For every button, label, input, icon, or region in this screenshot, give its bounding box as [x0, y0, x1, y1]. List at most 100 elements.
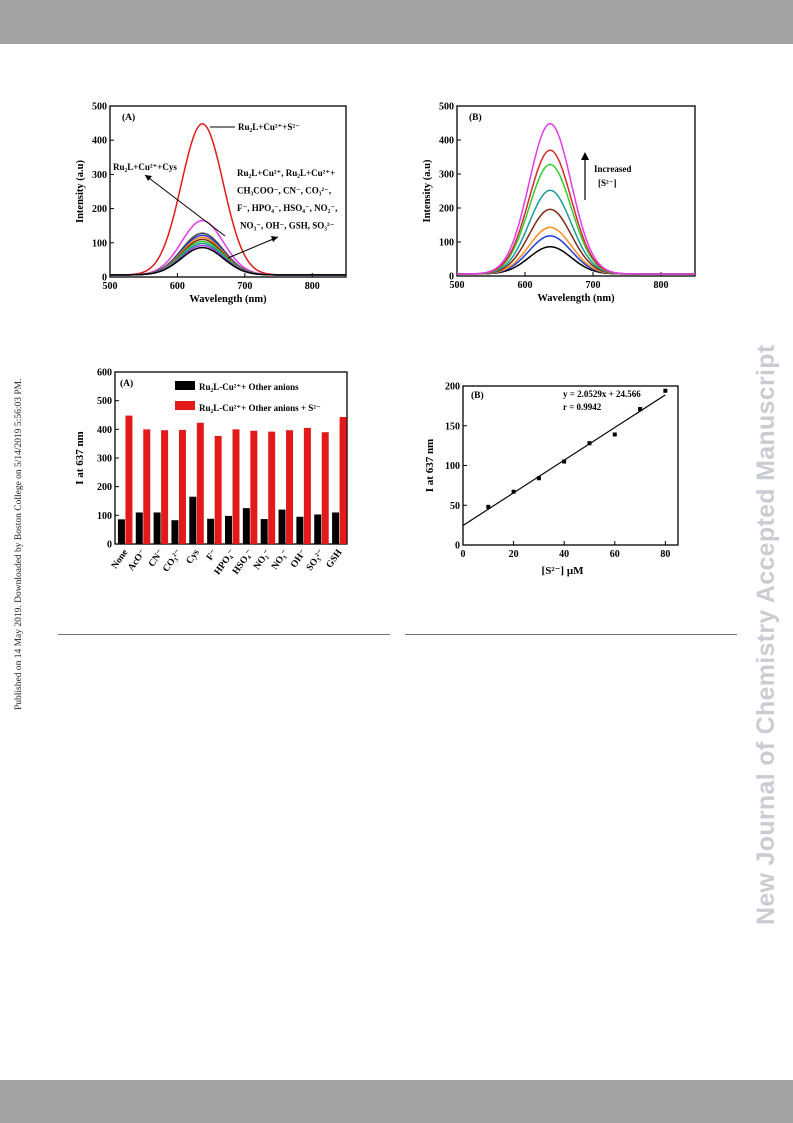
arrow-increase-head — [581, 152, 589, 160]
legend-label-red: Ru₂L-Cu²⁺+ Other anions + S²⁻ — [199, 403, 321, 413]
bar-without-s2 — [260, 519, 268, 544]
bar-without-s2 — [117, 519, 125, 544]
y-tick-label: 200 — [92, 204, 107, 215]
y-tick-label: 200 — [97, 482, 112, 493]
y-tick-label: 50 — [450, 501, 460, 512]
y-tick-label: 0 — [102, 273, 107, 284]
arrow-anions — [227, 236, 279, 259]
y-tick-label: 100 — [439, 238, 454, 249]
y-tick-label: 100 — [445, 461, 460, 472]
y-tick-label: 200 — [445, 382, 460, 393]
x-tick-label: 800 — [305, 281, 320, 292]
x-axis-title: Wavelength (nm) — [537, 293, 615, 304]
bar-with-s2 — [214, 435, 222, 544]
bar-with-s2 — [232, 429, 240, 544]
arrow-cys-head — [145, 175, 152, 181]
bar-without-s2 — [332, 512, 340, 544]
y-tick-label: 400 — [439, 136, 454, 147]
data-point — [536, 476, 541, 481]
annotation-s2-conc: [S²⁻] — [598, 178, 616, 188]
x-tick-label: 80 — [660, 549, 670, 560]
annotation-anions-1: Ru₂L+Cu²⁺, Ru₂L+Cu²⁺+ — [237, 168, 335, 178]
y-tick-label: 300 — [92, 170, 107, 181]
bar-without-s2 — [153, 512, 161, 544]
data-point — [663, 388, 668, 393]
bar-with-s2 — [339, 417, 347, 544]
panel-label: (B) — [471, 390, 484, 401]
bar-with-s2 — [321, 432, 329, 544]
fit-r-value: r = 0.9942 — [563, 402, 602, 412]
bar-without-s2 — [225, 515, 232, 544]
x-tick-label: 700 — [586, 280, 601, 291]
y-tick-label: 200 — [439, 204, 454, 215]
bar-with-s2 — [161, 430, 169, 544]
data-point — [511, 489, 516, 494]
data-point — [612, 432, 617, 437]
bar-with-s2 — [143, 429, 151, 544]
y-axis-title: I at 637 nm — [74, 431, 86, 484]
bar-with-s2 — [303, 427, 311, 544]
panel-label: (B) — [469, 112, 482, 123]
bar-without-s2 — [314, 514, 322, 544]
plot-frame — [109, 105, 347, 278]
y-tick-label: 500 — [92, 102, 107, 113]
spectrum-series-9 — [110, 246, 346, 276]
y-tick-label: 300 — [97, 454, 112, 465]
data-point — [486, 504, 491, 509]
x-tick-label: 600 — [170, 281, 185, 292]
bar-with-s2 — [268, 431, 276, 544]
y-tick-label: 0 — [107, 540, 112, 551]
x-axis-title: Wavelength (nm) — [189, 294, 267, 305]
y-tick-label: 600 — [97, 368, 112, 379]
x-tick-label: 0 — [461, 549, 466, 560]
bar-without-s2 — [135, 512, 143, 544]
annotation-anions-3: F⁻, HPO₄⁻, HSO₄⁻, NO₂⁻, — [237, 203, 337, 213]
x-tick-label: 40 — [559, 549, 569, 560]
legend-label-black: Ru₂L-Cu²⁺+ Other anions — [199, 382, 299, 392]
y-tick-label: 0 — [449, 272, 454, 283]
x-tick-label: 500 — [450, 280, 465, 291]
arrow-cys — [144, 174, 226, 237]
y-tick-label: 400 — [92, 136, 107, 147]
bar-without-s2 — [171, 520, 179, 544]
data-point — [638, 407, 643, 412]
bar-with-s2 — [178, 429, 186, 544]
x-tick-label: 700 — [237, 281, 252, 292]
bar-without-s2 — [296, 516, 304, 544]
y-axis-title: Intensity (a.u) — [422, 159, 433, 223]
bar-with-s2 — [250, 430, 258, 544]
divider-right — [405, 634, 737, 635]
spectrum-series-7 — [456, 123, 695, 275]
y-tick-label: 500 — [97, 396, 112, 407]
x-axis-title: [S²⁻] μM — [542, 565, 585, 577]
bar-with-s2 — [196, 422, 204, 544]
annotation-increased: Increased — [594, 164, 631, 174]
annotation-anions-2: CH₃COO⁻, CN⁻, CO₃²⁻, — [237, 186, 331, 196]
y-tick-label: 400 — [97, 425, 112, 436]
bar-with-s2 — [125, 415, 133, 544]
bar-without-s2 — [207, 518, 215, 544]
data-point — [587, 441, 592, 446]
y-tick-label: 150 — [445, 421, 460, 432]
bar-with-s2 — [286, 430, 294, 544]
data-point — [562, 459, 567, 464]
bar-without-s2 — [242, 508, 250, 544]
y-tick-label: 500 — [439, 102, 454, 113]
fit-equation: y = 2.0529x + 24.566 — [563, 389, 641, 399]
footer-band — [0, 1080, 793, 1123]
annotation-cys: Ru₂L+Cu²⁺+Cys — [113, 162, 177, 172]
x-tick-label: 60 — [610, 549, 620, 560]
plot-frame — [456, 105, 696, 277]
x-tick-label: 600 — [518, 280, 533, 291]
y-tick-label: 300 — [439, 170, 454, 181]
y-axis-title: I at 637 nm — [424, 439, 436, 492]
y-axis-title: Intensity (a.u) — [75, 159, 86, 223]
divider-left — [58, 634, 390, 635]
x-tick-label: 800 — [654, 280, 669, 291]
header-band — [0, 0, 793, 44]
x-tick-label: 500 — [103, 281, 118, 292]
